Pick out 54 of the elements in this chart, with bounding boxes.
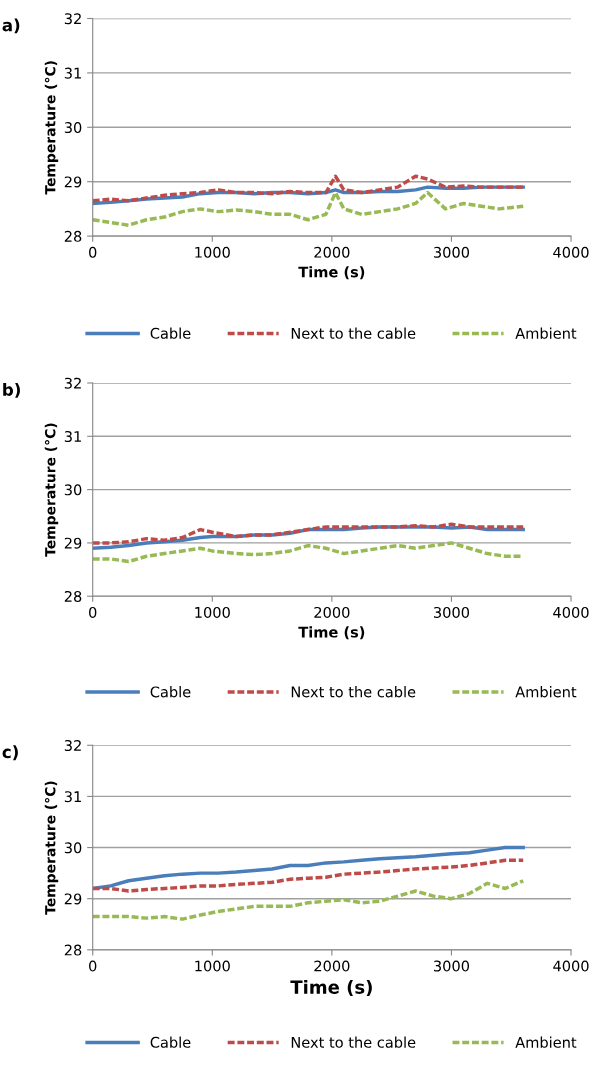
y-tick-label: 29 [64,893,82,905]
x-axis-title: Time (s) [298,266,365,280]
x-tick-label: 4000 [553,246,589,258]
y-tick-label: 31 [64,431,81,443]
line-series [92,845,525,891]
y-tick-label: 31 [64,67,81,79]
line-series [92,858,525,893]
x-tick-label: 3000 [434,246,470,258]
x-tick-label: 1000 [195,246,230,258]
y-axis-title: Temperature (°C) [44,781,59,915]
y-tick-label: 28 [64,230,82,242]
chart-title: b) [3,382,20,398]
legend-label: Cable [150,1036,191,1048]
x-tick-label: 4000 [553,960,589,972]
x-tick-label: 2000 [314,960,350,972]
legend-label: Next to the cable [291,1036,416,1048]
legend-label: Next to the cable [291,686,416,698]
y-tick-label: 30 [64,484,82,496]
line-series [92,190,525,227]
x-tick-label: 3000 [434,606,470,618]
chart-title: c) [2,745,18,761]
y-axis-title: Temperature (°C) [44,61,59,195]
y-tick-label: 28 [64,944,82,956]
line-series [92,174,525,203]
y-tick-label: 29 [64,176,82,188]
x-tick-label: 2000 [314,246,350,258]
legend-label: Next to the cable [291,327,416,339]
legend-label: Ambient [515,686,577,698]
x-tick-label: 1000 [195,606,230,618]
line-series [92,879,525,921]
y-tick-label: 31 [64,791,81,803]
legend-label: Ambient [515,1036,577,1048]
y-tick-label: 28 [64,590,82,602]
y-tick-label: 32 [64,377,81,389]
y-tick-label: 29 [64,537,82,549]
x-axis-title: Time (s) [290,979,372,997]
y-tick-label: 30 [64,842,82,854]
x-tick-label: 2000 [314,606,350,618]
chart-title: a) [2,18,20,34]
x-tick-label: 0 [89,960,97,972]
y-axis-title: Temperature (°C) [44,423,59,557]
x-tick-label: 3000 [434,960,470,972]
line-series [92,522,525,545]
x-axis-title: Time (s) [298,626,365,640]
y-tick-label: 30 [64,122,82,134]
y-tick-label: 32 [64,13,81,25]
legend-label: Cable [150,686,191,698]
x-tick-label: 0 [89,606,97,618]
x-tick-label: 1000 [195,960,230,972]
legend-label: Cable [150,327,191,339]
x-tick-label: 4000 [553,606,589,618]
y-tick-label: 32 [64,740,81,752]
x-tick-label: 0 [89,246,97,258]
legend-label: Ambient [515,327,577,339]
